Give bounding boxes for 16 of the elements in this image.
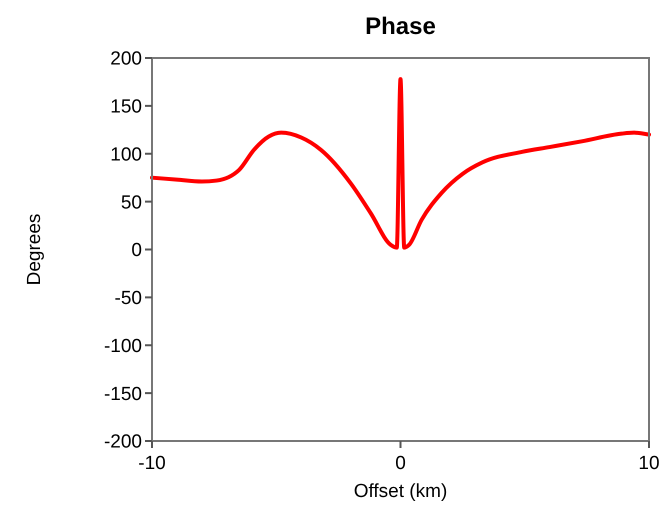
x-tick-label: 0: [395, 453, 406, 474]
y-tick-label: -100: [104, 336, 142, 357]
x-axis-title: Offset (km): [354, 481, 448, 502]
y-tick-label: 100: [110, 144, 142, 166]
y-tick-label: -50: [114, 288, 142, 310]
y-tick-label: -150: [104, 384, 142, 405]
line-series: [150, 77, 651, 250]
y-tick-label: 0: [131, 240, 142, 262]
y-tick-label: 50: [120, 192, 142, 214]
x-tick-label: -10: [138, 453, 166, 474]
chart-title: Phase: [365, 13, 436, 40]
y-tick-label: 200: [110, 48, 142, 70]
y-tick-label: -200: [104, 432, 142, 453]
x-tick-label: 10: [638, 453, 660, 474]
y-axis-title: Degrees: [24, 214, 45, 286]
y-tick-label: 150: [110, 96, 142, 118]
